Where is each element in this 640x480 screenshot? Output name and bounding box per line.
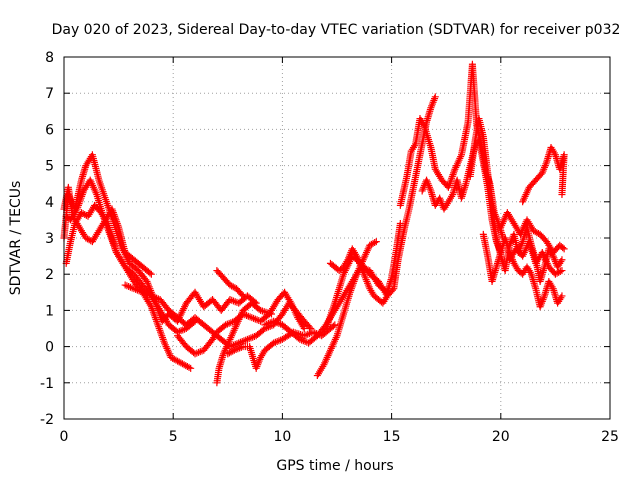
data-point [533, 229, 541, 237]
x-tick-label: 20 [492, 429, 510, 445]
y-tick-label: 6 [45, 122, 54, 138]
data-point [329, 322, 337, 330]
data-point [555, 268, 563, 276]
data-point [331, 321, 339, 329]
y-tick-label: 4 [45, 195, 54, 211]
data-point [229, 347, 237, 355]
data-point [239, 292, 247, 300]
chart-title: Day 020 of 2023, Sidereal Day-to-day VTE… [52, 22, 621, 38]
data-point [369, 239, 377, 247]
y-tick-label: 8 [45, 50, 54, 66]
gridlines [64, 57, 610, 419]
data-point [556, 267, 564, 275]
y-tick-label: -2 [40, 412, 54, 428]
data-point [372, 238, 380, 246]
y-tick-label: 1 [45, 303, 54, 319]
data-point [559, 244, 567, 252]
x-tick-label: 10 [273, 429, 291, 445]
y-tick-label: -1 [40, 376, 54, 392]
x-axis-label: GPS time / hours [276, 458, 393, 474]
x-tick-label: 0 [60, 429, 69, 445]
data-point [147, 270, 155, 278]
x-tick-label: 25 [601, 429, 619, 445]
data-point [560, 245, 568, 253]
data-point [238, 290, 246, 298]
data-point [558, 292, 566, 300]
y-axis-label: SDTVAR / TECUs [8, 181, 24, 296]
data-point [267, 310, 275, 318]
data-point [229, 283, 237, 291]
data-point [300, 325, 308, 332]
data-point [558, 256, 566, 264]
y-tick-label: 7 [45, 86, 54, 102]
data-point [431, 93, 439, 101]
x-tick-label: 5 [169, 429, 178, 445]
y-tick-label: 5 [45, 159, 54, 175]
data-point [187, 364, 195, 372]
x-tick-label: 15 [383, 429, 401, 445]
y-tick-label: 3 [45, 231, 54, 247]
data-points [60, 60, 568, 387]
data-point [371, 239, 379, 247]
data-point [383, 292, 391, 300]
data-point [185, 363, 193, 371]
data-point [388, 286, 396, 294]
plot-frame [63, 56, 611, 420]
y-tick-label: 0 [45, 340, 54, 356]
data-point [146, 269, 154, 277]
data-point [558, 267, 566, 275]
y-tick-label: 2 [45, 267, 54, 283]
data-point [305, 323, 313, 331]
data-point [558, 191, 566, 199]
